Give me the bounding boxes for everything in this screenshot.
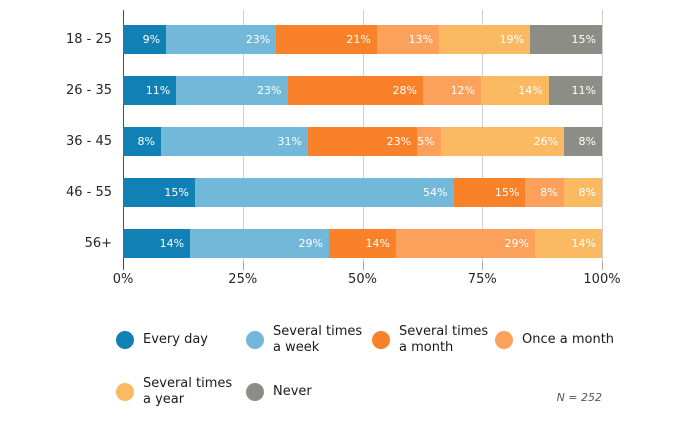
x-tick-label-25: 25% [228, 272, 258, 287]
segment-several-times-a-month: 23% [307, 127, 418, 156]
legend-swatch-icon [246, 331, 264, 349]
legend-item-never: Never [246, 375, 372, 409]
segment-several-times-a-week: 23% [166, 25, 277, 54]
legend-swatch-icon [246, 383, 264, 401]
legend-item-several-times-a-month: Several times a month [372, 323, 495, 357]
y-category-label-26-35: 26 - 35 [65, 83, 112, 98]
legend-swatch-icon [116, 383, 134, 401]
segment-several-times-a-week: 31% [160, 127, 308, 156]
bar-26-35: 11% 23% 28% 12% 14% 11% [123, 76, 602, 105]
gridline-100 [602, 10, 603, 262]
segment-every-day: 9% [123, 25, 167, 54]
segment-several-times-a-year: 14% [481, 76, 549, 105]
y-category-label-18-25: 18 - 25 [65, 32, 112, 47]
segment-several-times-a-year: 14% [534, 229, 602, 258]
segment-every-day: 11% [123, 76, 177, 105]
segment-several-times-a-year: 8% [563, 178, 602, 207]
legend-swatch-icon [372, 331, 390, 349]
plot-area: 9% 23% 21% 13% 19% 15% 11% 23% 28% 12% 14% 11% 8% 31%… [123, 10, 603, 270]
axis-tick-0 [123, 262, 124, 270]
x-tick-label-0: 0% [112, 272, 134, 287]
y-axis-labels: 18 - 25 26 - 35 36 - 45 46 - 55 56+ [0, 0, 112, 272]
x-tick-label-75: 75% [467, 272, 497, 287]
segment-several-times-a-week: 23% [176, 76, 288, 105]
segment-every-day: 14% [123, 229, 191, 258]
x-tick-label-100: 100% [583, 272, 621, 287]
axis-tick-50 [362, 262, 364, 270]
segment-once-a-month: 13% [376, 25, 440, 54]
legend-swatch-icon [116, 331, 134, 349]
legend-swatch-icon [495, 331, 513, 349]
axis-tick-25 [242, 262, 244, 270]
segment-several-times-a-week: 54% [194, 178, 454, 207]
legend-item-several-times-a-week: Several times a week [246, 323, 372, 357]
segment-several-times-a-week: 29% [190, 229, 329, 258]
segment-once-a-month: 12% [422, 76, 482, 105]
segment-once-a-month: 8% [525, 178, 564, 207]
legend-label: Several times a year [143, 376, 233, 407]
legend-row-2: Several times a year Never [116, 375, 614, 409]
legend-item-every-day: Every day [116, 323, 246, 357]
y-category-label-56: 56+ [84, 236, 112, 251]
segment-several-times-a-month: 21% [276, 25, 377, 54]
bar-56: 14% 29% 14% 29% 14% [123, 229, 602, 258]
legend-label: Several times a week [273, 324, 363, 355]
segment-every-day: 15% [123, 178, 195, 207]
legend-label: Never [273, 384, 312, 399]
legend-label: Once a month [522, 332, 615, 347]
legend-row-1: Every day Several times a week Several time… [116, 323, 614, 357]
segment-never: 15% [530, 25, 602, 54]
segment-once-a-month: 29% [396, 229, 535, 258]
legend: Every day Several times a week Several time… [116, 323, 614, 409]
segment-never: 8% [564, 127, 602, 156]
legend-label: Several times a month [399, 324, 489, 355]
bar-46-55: 15% 54% 15% 8% 8% [123, 178, 602, 207]
y-category-label-36-45: 36 - 45 [65, 134, 112, 149]
segment-once-a-month: 5% [417, 127, 441, 156]
axis-tick-100 [602, 262, 603, 270]
bar-18-25: 9% 23% 21% 13% 19% 15% [123, 25, 602, 54]
legend-item-once-a-month: Once a month [495, 323, 614, 357]
segment-several-times-a-year: 26% [440, 127, 565, 156]
legend-label: Every day [143, 332, 208, 347]
segment-several-times-a-month: 14% [328, 229, 396, 258]
x-axis-labels: 0% 25% 50% 75% 100% [113, 272, 621, 290]
segment-several-times-a-month: 15% [453, 178, 526, 207]
sample-size-note: N = 252 [556, 391, 602, 404]
axis-tick-75 [482, 262, 484, 270]
y-category-label-46-55: 46 - 55 [65, 185, 112, 200]
segment-several-times-a-year: 19% [439, 25, 531, 54]
segment-never: 11% [548, 76, 602, 105]
legend-item-several-times-a-year: Several times a year [116, 375, 246, 409]
x-tick-label-50: 50% [348, 272, 377, 287]
bar-36-45: 8% 31% 23% 5% 26% 8% [123, 127, 602, 156]
segment-every-day: 8% [123, 127, 161, 156]
segment-several-times-a-month: 28% [287, 76, 423, 105]
